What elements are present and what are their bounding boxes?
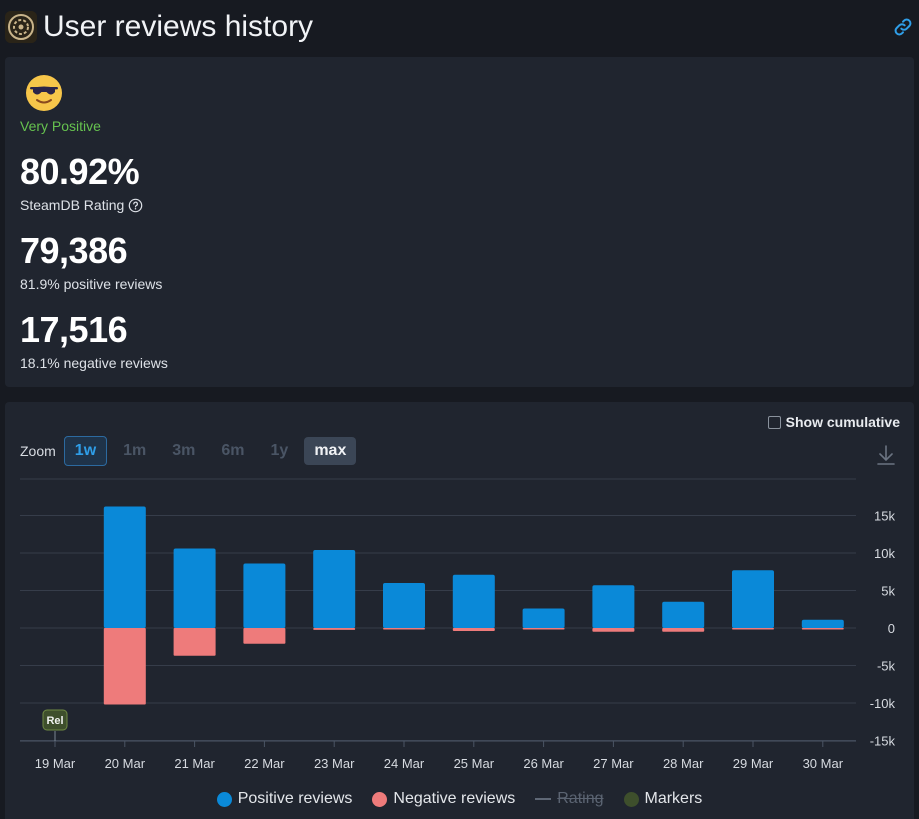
page-title: User reviews history xyxy=(43,10,314,43)
positive-reviews-count: 79,386 xyxy=(20,230,128,271)
negative-bar xyxy=(383,628,425,630)
zoom-1m-button[interactable]: 1m xyxy=(123,442,147,459)
steamdb-rating-label-text: SteamDB Rating xyxy=(20,197,125,213)
negative-bar xyxy=(173,628,216,656)
legend-rating-swatch xyxy=(535,798,552,800)
positive-bar xyxy=(662,601,705,628)
negative-bar xyxy=(243,628,286,644)
x-tick-label: 27 Mar xyxy=(593,756,634,771)
zoom-label: Zoom xyxy=(20,443,56,459)
legend-negative-swatch xyxy=(372,791,388,807)
zoom-1y-button[interactable]: 1y xyxy=(270,442,289,459)
reviews-chart-panel: Show cumulative Zoom 1w 1m 3m 6m 1y max … xyxy=(5,402,914,819)
positive-bar xyxy=(452,574,495,628)
positive-reviews-label: 81.9% positive reviews xyxy=(20,276,163,292)
legend-positive-swatch xyxy=(216,791,232,807)
negative-bar xyxy=(313,628,356,630)
chart-legend: Positive reviews Negative reviews Rating… xyxy=(5,790,914,808)
review-summary: Very Positive 80.92% SteamDB Rating 79,3… xyxy=(5,57,914,387)
positive-bar xyxy=(243,563,286,628)
download-icon[interactable] xyxy=(876,444,896,466)
negative-bar xyxy=(662,628,705,632)
y-tick-label: -15k xyxy=(870,734,896,749)
negative-bar xyxy=(452,628,495,631)
x-tick-label: 25 Mar xyxy=(454,756,495,771)
legend-markers-swatch xyxy=(623,791,639,807)
reviews-bar-chart: 15k 10k 5k 0 -5k -10k -15k 19 Mar 20 Mar 21 Mar 22… xyxy=(20,478,896,771)
x-tick-label: 28 Mar xyxy=(663,756,704,771)
zoom-6m-button[interactable]: 6m xyxy=(221,442,245,459)
negative-bar xyxy=(103,628,146,705)
x-tick-label: 22 Mar xyxy=(244,756,285,771)
negative-bar xyxy=(522,628,565,630)
x-tick-label: 20 Mar xyxy=(105,756,146,771)
negative-bar xyxy=(801,628,844,630)
app-icon xyxy=(5,11,37,43)
positive-bar xyxy=(103,506,146,628)
legend-positive[interactable]: Positive reviews xyxy=(216,790,353,808)
rating-word: Very Positive xyxy=(20,118,101,134)
y-tick-label: 0 xyxy=(888,621,895,636)
negative-reviews-count: 17,516 xyxy=(20,309,128,350)
x-tick-label: 19 Mar xyxy=(35,756,76,771)
legend-positive-label: Positive reviews xyxy=(237,790,353,807)
show-cumulative-label: Show cumulative xyxy=(785,414,900,430)
x-tick-label: 21 Mar xyxy=(174,756,215,771)
zoom-max-button[interactable]: max xyxy=(304,437,357,465)
y-tick-label: -5k xyxy=(877,659,896,674)
legend-rating-label: Rating xyxy=(557,790,604,807)
negative-bar xyxy=(732,628,774,630)
steamdb-rating-label: SteamDB Rating xyxy=(20,197,143,216)
zoom-1w-button[interactable]: 1w xyxy=(63,436,108,466)
link-icon[interactable] xyxy=(893,17,913,37)
positive-bar xyxy=(522,608,565,628)
positive-bar xyxy=(801,619,844,628)
release-marker-label: Rel xyxy=(46,715,63,727)
y-tick-label: 15k xyxy=(874,509,895,524)
help-icon[interactable] xyxy=(128,198,143,216)
show-cumulative-checkbox[interactable] xyxy=(767,415,781,429)
negative-bar xyxy=(592,628,635,632)
legend-markers-label: Markers xyxy=(644,790,703,807)
show-cumulative-toggle[interactable]: Show cumulative xyxy=(767,414,900,430)
zoom-3m-button[interactable]: 3m xyxy=(172,442,196,459)
zoom-controls: Zoom 1w 1m 3m 6m 1y max xyxy=(20,436,362,466)
x-tick-label: 24 Mar xyxy=(384,756,425,771)
page-header: User reviews history xyxy=(0,0,919,56)
positive-bar xyxy=(592,585,635,628)
sunglasses-emoji-icon xyxy=(24,73,64,113)
y-tick-label: -10k xyxy=(870,696,896,711)
x-tick-label: 30 Mar xyxy=(803,756,844,771)
negative-reviews-label: 18.1% negative reviews xyxy=(20,355,168,371)
y-tick-label: 10k xyxy=(874,546,895,561)
x-tick-label: 23 Mar xyxy=(314,756,355,771)
legend-markers[interactable]: Markers xyxy=(623,790,703,808)
y-tick-label: 5k xyxy=(881,584,895,599)
x-tick-label: 26 Mar xyxy=(523,756,564,771)
x-tick-label: 29 Mar xyxy=(733,756,774,771)
release-marker xyxy=(42,709,68,731)
steamdb-rating-value: 80.92% xyxy=(20,151,140,192)
positive-bar xyxy=(313,550,356,628)
positive-bar xyxy=(732,570,774,628)
legend-negative[interactable]: Negative reviews xyxy=(372,790,515,808)
positive-bar xyxy=(383,583,425,628)
legend-rating[interactable]: Rating xyxy=(535,790,604,808)
legend-negative-label: Negative reviews xyxy=(393,790,516,807)
positive-bar xyxy=(173,548,216,628)
